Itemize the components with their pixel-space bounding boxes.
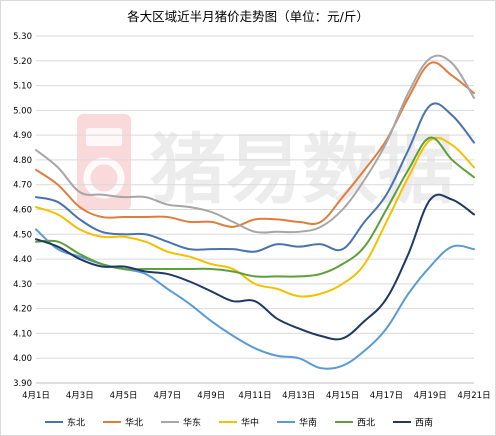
watermark-text: 猪易数据 [150, 125, 454, 214]
series-line-5 [35, 228, 475, 370]
grid-lines [36, 35, 474, 384]
y-tick-label: 4.80 [13, 156, 32, 166]
y-tick-label: 5.20 [13, 57, 32, 67]
legend-item: 西北 [335, 418, 375, 429]
x-tick-label: 4月11日 [238, 391, 271, 401]
legend-item: 东北 [45, 417, 85, 429]
legend-label: 华中 [241, 417, 259, 429]
legend-label: 西南 [415, 417, 433, 429]
legend-label: 东北 [67, 417, 85, 429]
legend-item: 华南 [277, 417, 317, 429]
y-tick-label: 5.00 [13, 106, 32, 116]
x-tick-label: 4月7日 [153, 391, 181, 401]
legend-item: 西南 [393, 417, 433, 429]
x-tick-label: 4月21日 [457, 391, 490, 401]
y-tick-label: 4.10 [13, 329, 32, 339]
series-line-7 [35, 193, 475, 341]
series-line-3 [35, 54, 475, 234]
legend-item: 华北 [103, 417, 143, 429]
x-tick-label: 4月3日 [66, 391, 94, 401]
y-tick-label: 4.20 [13, 305, 32, 315]
legend-label: 西北 [357, 418, 375, 429]
legend-item: 华东 [161, 417, 201, 429]
series-line-1 [35, 102, 475, 253]
legend-label: 华北 [125, 417, 143, 429]
x-axis: 4月1日 4月3日 4月5日 4月7日 4月9日 4月11日 4月13日 4月15日 4月17日… [22, 382, 491, 401]
x-tick-label: 4月15日 [326, 391, 359, 401]
watermark: 猪易数据 [77, 114, 454, 214]
x-tick-label: 4月13日 [282, 391, 315, 401]
x-tick-label: 4月19日 [414, 391, 447, 401]
series-line-4 [35, 136, 475, 298]
x-tick-label: 4月5日 [110, 391, 138, 401]
series-lines [35, 54, 475, 370]
series-line-2 [35, 61, 475, 228]
y-tick-label: 5.10 [13, 82, 32, 92]
x-tick-label: 4月9日 [197, 391, 225, 401]
legend-label: 华东 [183, 417, 201, 429]
y-tick-label: 4.40 [13, 255, 32, 265]
x-tick-label: 4月17日 [370, 391, 403, 401]
legend-label: 华南 [299, 417, 317, 429]
y-tick-label: 4.50 [13, 230, 32, 240]
y-tick-label: 5.30 [13, 32, 32, 42]
legend-item: 华中 [219, 417, 259, 429]
legend: 东北 华北 华东 华中 华南 西北 西南 [45, 417, 433, 429]
y-tick-label: 4.70 [13, 181, 32, 191]
chart-title: 各大区域近半月猪价走势图（单位：元/斤） [127, 9, 369, 24]
y-tick-label: 4.90 [13, 131, 32, 141]
x-tick-label: 4月1日 [22, 391, 50, 401]
y-tick-label: 4.30 [13, 280, 32, 290]
y-tick-label: 4.00 [13, 354, 32, 364]
y-tick-label: 3.90 [13, 379, 32, 389]
y-tick-label: 4.60 [13, 206, 32, 216]
y-axis: 3.90 4.00 4.10 4.20 4.30 4.40 4.50 4.60 4.70 4.80… [13, 32, 32, 389]
